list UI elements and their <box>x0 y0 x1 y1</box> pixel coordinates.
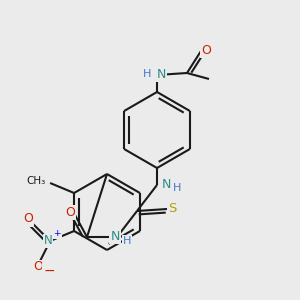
Text: CH₃: CH₃ <box>26 176 46 186</box>
Text: N: N <box>156 68 166 80</box>
Text: N: N <box>110 230 120 242</box>
Text: N: N <box>44 235 52 248</box>
Text: +: + <box>53 230 61 238</box>
Text: O: O <box>33 260 43 274</box>
Text: H: H <box>123 236 131 246</box>
Text: H: H <box>173 183 181 193</box>
Text: H: H <box>143 69 151 79</box>
Text: N: N <box>161 178 171 190</box>
Text: −: − <box>43 264 55 278</box>
Text: O: O <box>65 206 75 218</box>
Text: S: S <box>168 202 176 214</box>
Text: O: O <box>201 44 211 56</box>
Text: O: O <box>23 212 33 226</box>
